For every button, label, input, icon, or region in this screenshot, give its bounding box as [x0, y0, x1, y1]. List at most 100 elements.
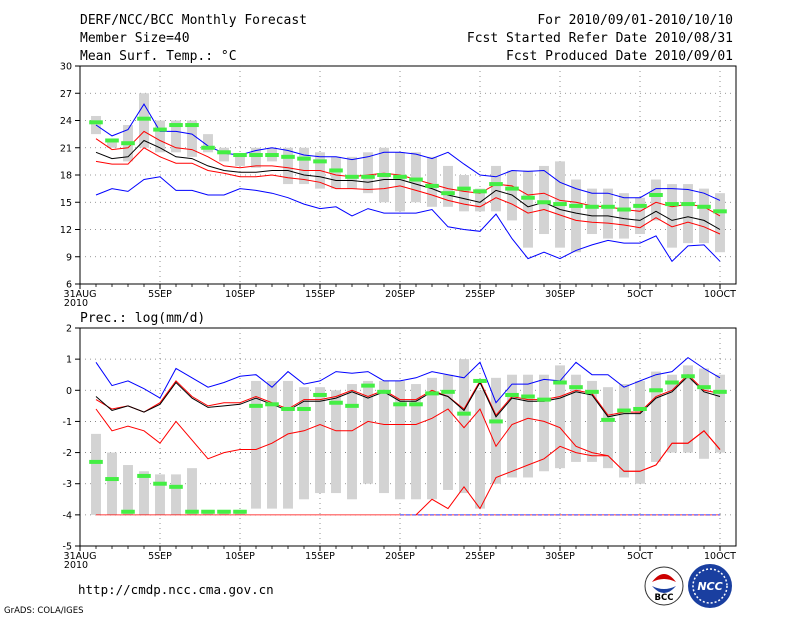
prec-mean-marker: [233, 509, 247, 514]
prec-mean-marker: [681, 374, 695, 379]
temp-box: [331, 156, 341, 189]
prec-box: [507, 374, 517, 478]
prec-box: [683, 365, 693, 453]
temp-mean-marker: [409, 177, 423, 182]
prec-box: [667, 374, 677, 453]
prec-box: [299, 387, 309, 500]
temp-box: [107, 138, 117, 148]
forecast-produced-date: Fcst Produced Date 2010/09/01: [506, 49, 733, 64]
prec-lower-red-line: [415, 430, 721, 516]
temp-box: [395, 152, 405, 212]
prec-mean-marker: [201, 509, 215, 514]
prec-box: [459, 359, 469, 494]
prec-mean-marker: [217, 509, 231, 514]
prec-box: [603, 387, 613, 469]
prec-box: [635, 380, 645, 484]
forecast-period: For 2010/09/01-2010/10/10: [537, 13, 733, 28]
temp-box: [219, 147, 229, 162]
prec-mean-marker: [121, 509, 135, 514]
chart-title: DERF/NCC/BCC Monthly Forecast: [80, 13, 307, 28]
temp-xtick-label: 10OCT: [704, 289, 736, 300]
temp-xtick-label: 30SEP: [545, 289, 575, 300]
temp-mean-marker: [137, 116, 151, 121]
temp-box: [667, 184, 677, 248]
precip-label: Prec.: log(mm/d): [80, 311, 205, 326]
temp-ytick-label: 18: [60, 171, 72, 182]
temp-box: [587, 188, 597, 235]
prec-mean-marker: [105, 477, 119, 482]
member-size: Member Size=40: [80, 31, 190, 46]
temp-box: [411, 152, 421, 203]
prec-mean-marker: [281, 406, 295, 411]
prec-xtick-label: 25SEP: [465, 551, 495, 562]
temp-plot-frame: [79, 65, 737, 285]
prec-box: [587, 380, 597, 462]
prec-plot-frame: [79, 327, 737, 547]
temp-box: [539, 165, 549, 235]
prec-mean-marker: [601, 417, 615, 422]
prec-xtick-label: 30SEP: [545, 551, 575, 562]
bcc-logo-text: BCC: [655, 593, 674, 603]
temp-mean-marker: [649, 192, 663, 197]
prec-mean-marker: [457, 411, 471, 416]
temp-mean-marker: [425, 183, 439, 188]
temp-ytick-label: 24: [60, 116, 72, 127]
temp-ytick-label: 9: [66, 252, 72, 263]
temp-ytick-label: 6: [66, 280, 72, 291]
prec-mean-marker: [313, 392, 327, 397]
temp-mean-marker: [537, 200, 551, 205]
prec-box: [267, 380, 277, 509]
temp-inner-max-line: [95, 130, 721, 217]
prec-mean-marker: [329, 400, 343, 405]
ncc-logo-text: NCC: [697, 580, 722, 593]
temp-box: [347, 156, 357, 189]
prec-mean-marker: [153, 481, 167, 486]
temp-xtick-label: 5OCT: [627, 289, 653, 300]
prec-mean-marker: [537, 397, 551, 402]
prec-box: [331, 390, 341, 494]
temp-box: [203, 134, 213, 153]
temp-mean-marker: [105, 138, 119, 143]
source-url[interactable]: http://cmdp.ncc.cma.gov.cn: [78, 582, 274, 597]
temp-xtick-label: 15SEP: [305, 289, 335, 300]
prec-box: [427, 377, 437, 500]
prec-mean-marker: [649, 388, 663, 393]
prec-mean-marker: [713, 389, 727, 394]
forecast-started-date: Fcst Started Refer Date 2010/08/31: [467, 31, 733, 46]
temp-ytick-label: 27: [60, 89, 72, 100]
prec-box: [123, 465, 133, 515]
temp-mean-marker: [217, 150, 231, 155]
prec-mean-marker: [345, 403, 359, 408]
temp-box: [603, 188, 613, 239]
temp-mean-marker: [233, 153, 247, 158]
temp-mean-marker: [345, 174, 359, 179]
prec-box: [283, 380, 293, 509]
prec-xtick-label: 20SEP: [385, 551, 415, 562]
prec-xtick-label: 10SEP: [225, 551, 255, 562]
prec-mean-marker: [441, 389, 455, 394]
temp-box: [635, 197, 645, 235]
temp-box: [187, 120, 197, 157]
temp-mean-marker: [121, 141, 135, 146]
prec-mean-marker: [361, 383, 375, 388]
temp-box: [619, 193, 629, 239]
temp-mean-marker: [697, 204, 711, 209]
precipitation-panel: -5 -4 -3 -2 -1 0 1 2 31AUG 5SEP 10SEP 15SEP 20SEP 25S…: [63, 324, 737, 571]
prec-xtick-label: 10OCT: [704, 551, 736, 562]
prec-inner-max-line: [95, 374, 721, 417]
temp-box: [683, 184, 693, 244]
temp-box: [235, 155, 245, 166]
prec-ytick-label: 0: [66, 386, 72, 397]
temp-box: [299, 147, 309, 185]
prec-median-line: [95, 375, 721, 418]
prec-ytick-label: -5: [63, 542, 72, 553]
temp-mean-marker: [473, 189, 487, 194]
grads-credit: GrADS: COLA/IGES: [4, 606, 84, 616]
prec-mean-marker: [585, 389, 599, 394]
temp-mean-marker: [201, 145, 215, 150]
prec-mean-marker: [409, 402, 423, 407]
temp-mean-marker: [617, 207, 631, 212]
temp-box: [491, 165, 501, 212]
temp-mean-marker: [377, 173, 391, 177]
